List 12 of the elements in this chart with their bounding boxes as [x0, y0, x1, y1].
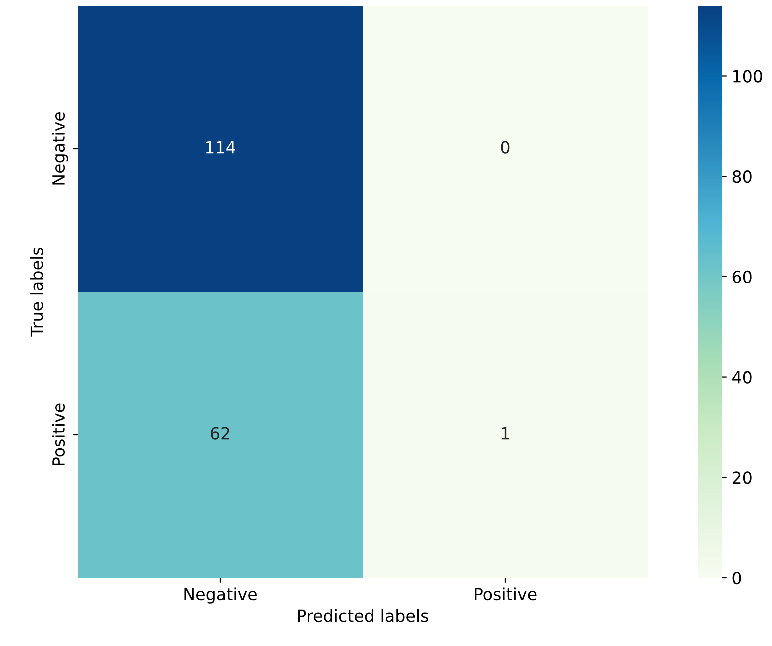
color-bar-label: 40 [732, 371, 752, 384]
color-bar-label: 80 [732, 170, 752, 184]
color-bar-label: 60 [732, 270, 752, 284]
color-bar-label: 0 [732, 572, 742, 585]
data-label: 62 [211, 427, 230, 440]
color-bar-label: 100 [734, 70, 762, 83]
data-label: 114 [206, 141, 236, 154]
y-axis-title: True labels [30, 248, 44, 337]
data-label: 0 [501, 141, 510, 154]
color-bar-label: 20 [732, 472, 752, 484]
x-axis-title: Predicted labels [298, 609, 428, 622]
data-label: 1 [502, 427, 510, 440]
